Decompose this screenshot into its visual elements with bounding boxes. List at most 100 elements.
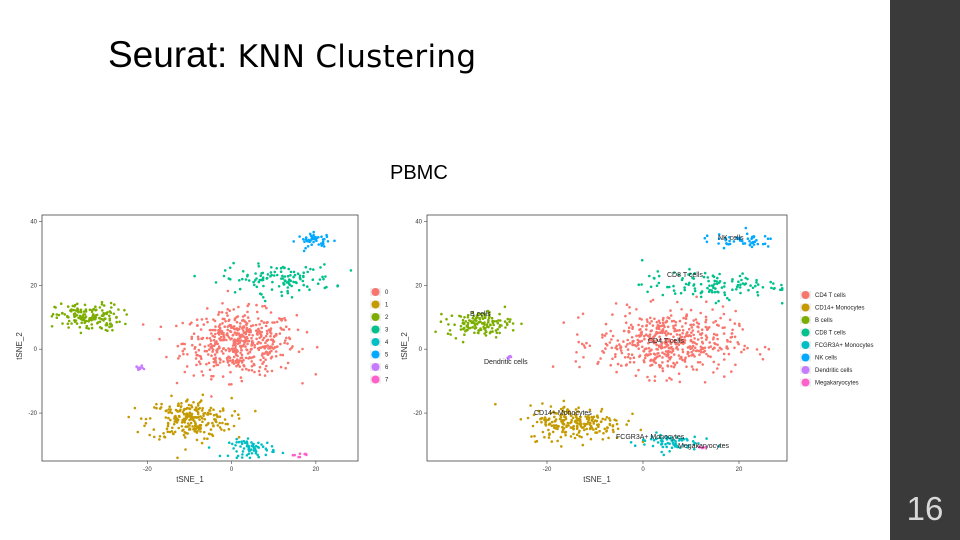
data-point [214,359,217,363]
data-point [681,348,684,351]
data-point [201,336,205,340]
data-point [210,378,213,381]
data-point [483,316,487,320]
data-point [259,341,262,345]
data-point [708,284,711,288]
data-point [541,402,544,405]
data-point [155,402,158,406]
data-point [478,317,482,321]
data-point [705,234,709,237]
data-point [166,424,170,428]
data-point [654,332,658,336]
data-point [698,332,702,336]
data-point [221,407,225,410]
data-point [275,273,279,277]
data-point [681,339,685,343]
legend-label: 0 [385,290,389,296]
data-point [686,350,690,354]
data-point [308,288,311,292]
data-point [242,343,246,346]
data-point [629,323,633,327]
legend-label: B cells [815,318,833,324]
data-point [257,280,261,284]
data-point [222,409,225,412]
data-point [575,424,579,428]
data-point [720,286,724,289]
data-point [718,272,721,276]
data-point [654,357,657,360]
data-point [628,312,632,315]
data-point [251,324,255,327]
cluster-5 [292,230,336,253]
legend-label: Dendritic cells [815,368,852,374]
data-point [670,446,674,450]
data-point [298,276,302,280]
data-point [228,309,231,313]
data-point [258,331,262,335]
data-point [267,347,270,350]
data-point [619,349,623,352]
data-point [270,345,274,349]
data-point [659,433,662,437]
data-point [221,302,224,305]
data-point [336,284,339,288]
data-point [696,338,700,341]
data-point [537,409,540,413]
data-point [611,428,615,432]
data-point [227,336,231,339]
data-point [306,270,310,274]
data-point [250,448,253,451]
data-point [580,435,583,439]
data-point [691,276,694,280]
data-point [647,341,650,345]
data-point [285,281,289,284]
data-point [549,411,553,415]
data-point [210,395,213,398]
data-point [646,375,649,379]
data-point [323,263,326,266]
data-point [578,417,582,421]
data-point [203,349,207,353]
data-point [209,412,212,416]
data-point [624,345,628,348]
data-point [87,320,90,323]
cluster-annotation: CD4 T cells [648,338,684,345]
data-point [607,436,610,440]
x-axis-label: tSNE_1 [176,475,204,484]
data-point [602,432,605,435]
data-point [562,405,566,409]
data-point [288,278,291,281]
data-point [235,333,238,337]
data-point [712,286,715,290]
data-point [678,446,682,450]
data-point [635,308,638,311]
data-point [221,322,224,325]
data-point [453,323,456,327]
data-point [599,420,603,424]
data-point [214,325,217,328]
data-point [526,416,530,420]
data-point [614,353,617,356]
data-point [168,410,172,414]
data-point [568,412,572,415]
data-point [655,431,658,434]
data-point [221,317,225,321]
data-point [257,446,261,449]
data-point [605,429,608,433]
data-point [85,319,88,323]
data-point [609,329,612,333]
data-point [559,435,563,439]
data-point [311,278,315,282]
data-point [701,346,704,350]
data-point [186,422,190,425]
data-point [613,418,616,422]
data-point [741,272,744,275]
data-point [199,430,202,433]
data-point [628,306,631,309]
data-point [205,349,209,353]
legend-label: 4 [385,340,389,346]
data-point [163,435,166,439]
data-point [176,410,179,413]
data-point [283,316,286,320]
data-point [646,334,650,338]
